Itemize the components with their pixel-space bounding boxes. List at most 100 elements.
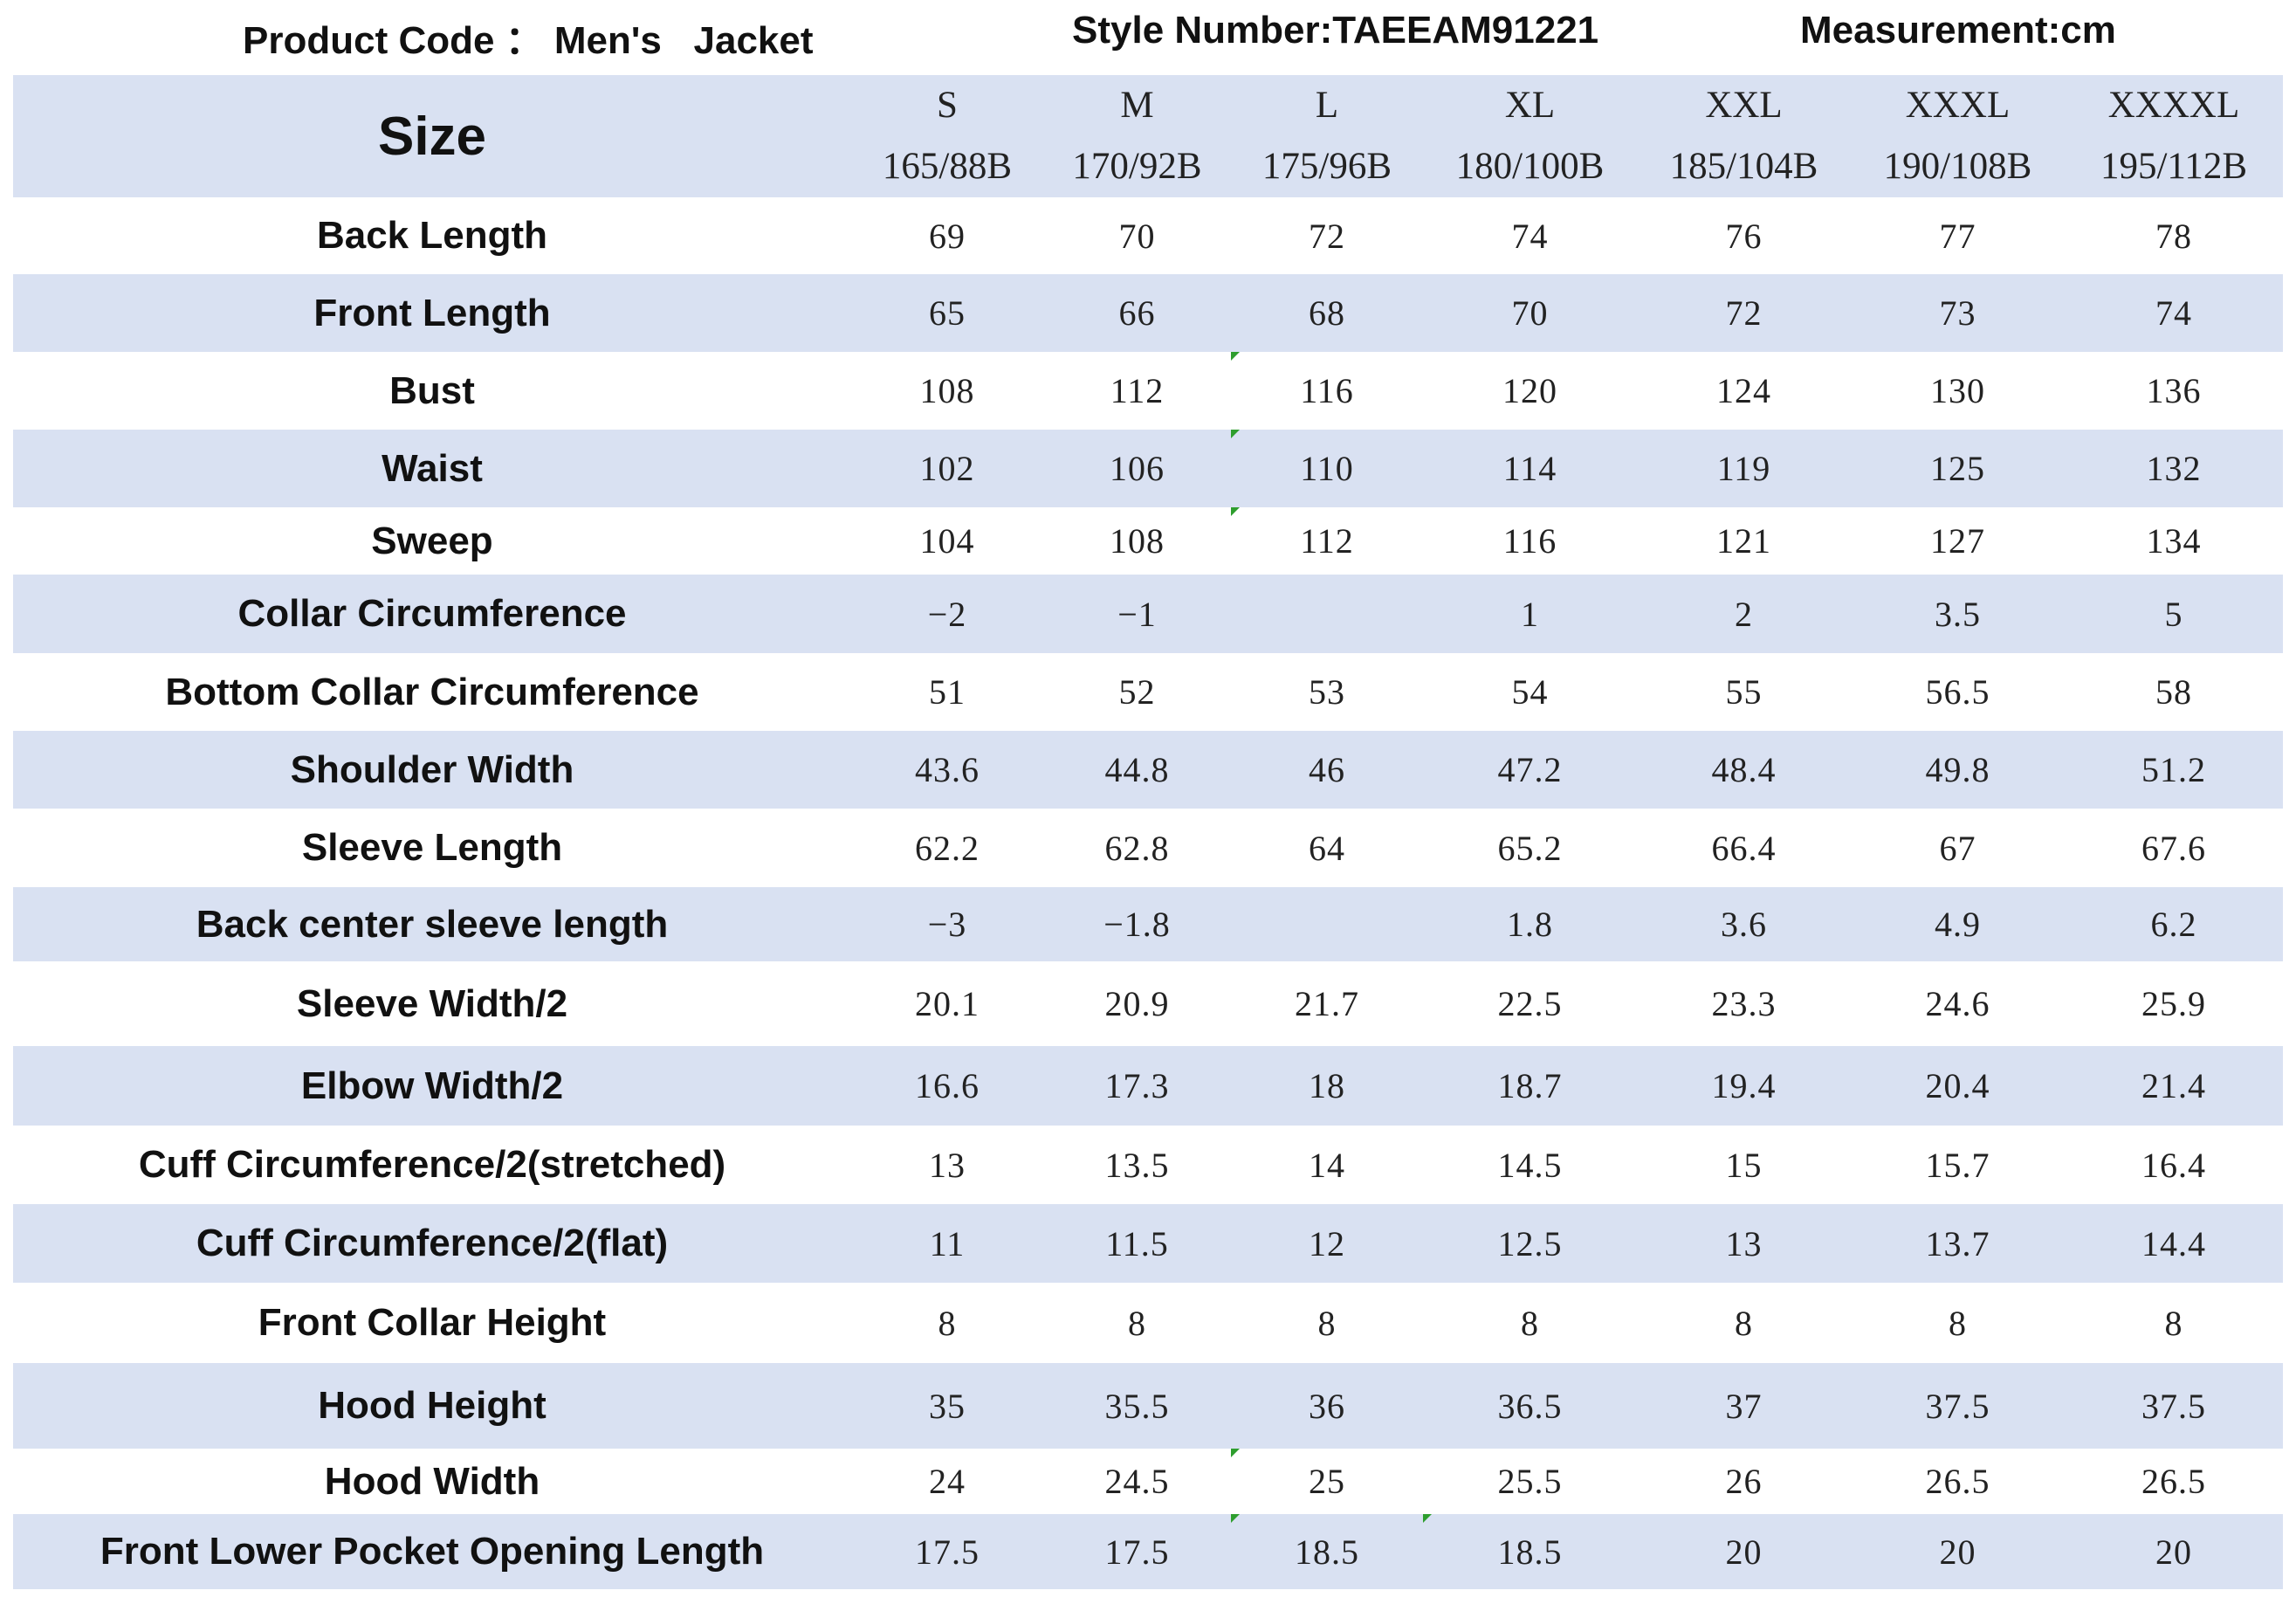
measurement-cell: 26.5 — [1851, 1449, 2065, 1514]
size-column-header: L 175/96B — [1231, 75, 1423, 197]
size-name: S — [937, 85, 958, 126]
measurement-cell: 6.2 — [2065, 887, 2283, 961]
measurement-cell: 35.5 — [1043, 1363, 1231, 1449]
table-row: Front Lower Pocket Opening Length 17.5 17.… — [13, 1514, 2283, 1589]
row-label: Front Length — [13, 274, 851, 352]
row-label: Front Collar Height — [13, 1283, 851, 1363]
row-label: Back Length — [13, 197, 851, 274]
table-row: Hood Width 24 24.5 25 25.5 26 26.5 26.5 — [13, 1449, 2283, 1514]
sheet-header: Product Code ： Men's Jacket Style Number… — [0, 0, 2296, 70]
measurement-cell: 11.5 — [1043, 1204, 1231, 1283]
table-row: Front Collar Height 8 8 8 8 8 8 8 — [13, 1283, 2283, 1363]
measurement-cell: 25.9 — [2065, 961, 2283, 1046]
size-spec: 190/108B — [1883, 146, 2032, 187]
measurement-cell: 130 — [1851, 352, 2065, 430]
measurement-cell: 47.2 — [1423, 731, 1637, 809]
row-label: Cuff Circumference/2(stretched) — [13, 1126, 851, 1204]
measurement-cell: 74 — [1423, 197, 1637, 274]
measurement-cell: 13.7 — [1851, 1204, 2065, 1283]
measurement-cell: 20 — [2065, 1514, 2283, 1589]
row-label: Shoulder Width — [13, 731, 851, 809]
measurement-cell: 127 — [1851, 507, 2065, 575]
size-name: XL — [1504, 85, 1556, 126]
measurement-cell: 65.2 — [1423, 809, 1637, 887]
size-name: XXL — [1705, 85, 1783, 126]
measurement-cell: 112 — [1043, 352, 1231, 430]
size-column-header: M 170/92B — [1043, 75, 1231, 197]
table-row: Cuff Circumference/2(flat) 11 11.5 12 12.5 13… — [13, 1204, 2283, 1283]
measurement-cell: 36 — [1231, 1363, 1423, 1449]
measurement-cell: 20.4 — [1851, 1046, 2065, 1126]
table-row: Front Length 65 66 68 70 72 73 74 — [13, 274, 2283, 352]
measurement-cell: 77 — [1851, 197, 2065, 274]
measurement-cell: 43.6 — [851, 731, 1043, 809]
measurement-cell: 124 — [1637, 352, 1851, 430]
measurement-cell: 73 — [1851, 274, 2065, 352]
measurement-cell: 72 — [1231, 197, 1423, 274]
size-spec: 185/104B — [1669, 146, 1818, 187]
row-label: Hood Width — [13, 1449, 851, 1514]
size-name: XXXXL — [2107, 85, 2240, 126]
measurement-cell: 66.4 — [1637, 809, 1851, 887]
measurement-cell: 14.4 — [2065, 1204, 2283, 1283]
cell-comment-marker — [1231, 352, 1240, 361]
row-label: Elbow Width/2 — [13, 1046, 851, 1126]
measurement-cell: 110 — [1231, 430, 1423, 507]
row-label: Bottom Collar Circumference — [13, 653, 851, 731]
measurement-cell: 51.2 — [2065, 731, 2283, 809]
measurement-cell: −2 — [851, 575, 1043, 653]
measurement-cell: −1.8 — [1043, 887, 1231, 961]
measurement-cell: 16.6 — [851, 1046, 1043, 1126]
size-spec: 195/112B — [2100, 146, 2248, 187]
measurement-cell: 24.6 — [1851, 961, 2065, 1046]
measurement-cell: 24 — [851, 1449, 1043, 1514]
product-code: Product Code ： Men's Jacket — [243, 19, 814, 62]
size-header-label: Size — [13, 75, 851, 197]
measurement-cell: 108 — [851, 352, 1043, 430]
size-spec: 175/96B — [1261, 146, 1392, 187]
measurement-cell: 18.5 — [1231, 1514, 1423, 1589]
measurement-cell: 22.5 — [1423, 961, 1637, 1046]
measurement-cell: 44.8 — [1043, 731, 1231, 809]
measurement-cell: 53 — [1231, 653, 1423, 731]
measurement-cell: 24.5 — [1043, 1449, 1231, 1514]
row-label: Cuff Circumference/2(flat) — [13, 1204, 851, 1283]
table-row: Collar Circumference −2 −1 1 2 3.5 5 — [13, 575, 2283, 653]
measurement-cell: 2 — [1637, 575, 1851, 653]
measurement-cell: 5 — [2065, 575, 2283, 653]
measurement-cell: 8 — [1637, 1283, 1851, 1363]
row-label: Back center sleeve length — [13, 887, 851, 961]
measurement-cell — [1231, 887, 1423, 961]
size-column-header: S 165/88B — [851, 75, 1043, 197]
measurement-cell: 18.5 — [1423, 1514, 1637, 1589]
row-label: Sleeve Length — [13, 809, 851, 887]
measurement-cell: 26 — [1637, 1449, 1851, 1514]
table-row: Hood Height 35 35.5 36 36.5 37 37.5 37.5 — [13, 1363, 2283, 1449]
style-number: Style Number:TAEEAM91221 — [1072, 9, 1599, 52]
measurement-cell: 112 — [1231, 507, 1423, 575]
cell-comment-marker — [1231, 507, 1240, 516]
measurement-cell: 17.5 — [851, 1514, 1043, 1589]
size-column-header: XXL 185/104B — [1637, 75, 1851, 197]
measurement-cell: 51 — [851, 653, 1043, 731]
row-label: Sleeve Width/2 — [13, 961, 851, 1046]
measurement-cell: 21.7 — [1231, 961, 1423, 1046]
measurement-cell: 1 — [1423, 575, 1637, 653]
measurement-cell: 21.4 — [2065, 1046, 2283, 1126]
measurement-cell: 104 — [851, 507, 1043, 575]
measurement-cell: 8 — [1231, 1283, 1423, 1363]
measurement-cell: 17.3 — [1043, 1046, 1231, 1126]
measurement-cell: 19.4 — [1637, 1046, 1851, 1126]
cell-comment-marker — [1231, 1514, 1240, 1523]
table-row: Shoulder Width 43.6 44.8 46 47.2 48.4 49.8 51.2 — [13, 731, 2283, 809]
size-name: L — [1315, 85, 1339, 126]
size-header-row: Size S 165/88B M 170/92B L 175/96B XL 180/100B XX… — [13, 75, 2283, 197]
measurement-unit: Measurement:cm — [1800, 9, 2116, 52]
measurement-cell: 136 — [2065, 352, 2283, 430]
size-spec: 165/88B — [882, 146, 1013, 187]
measurement-cell: 62.8 — [1043, 809, 1231, 887]
measurement-cell: 52 — [1043, 653, 1231, 731]
measurement-cell: 120 — [1423, 352, 1637, 430]
measurement-cell: 132 — [2065, 430, 2283, 507]
measurement-cell: 8 — [2065, 1283, 2283, 1363]
